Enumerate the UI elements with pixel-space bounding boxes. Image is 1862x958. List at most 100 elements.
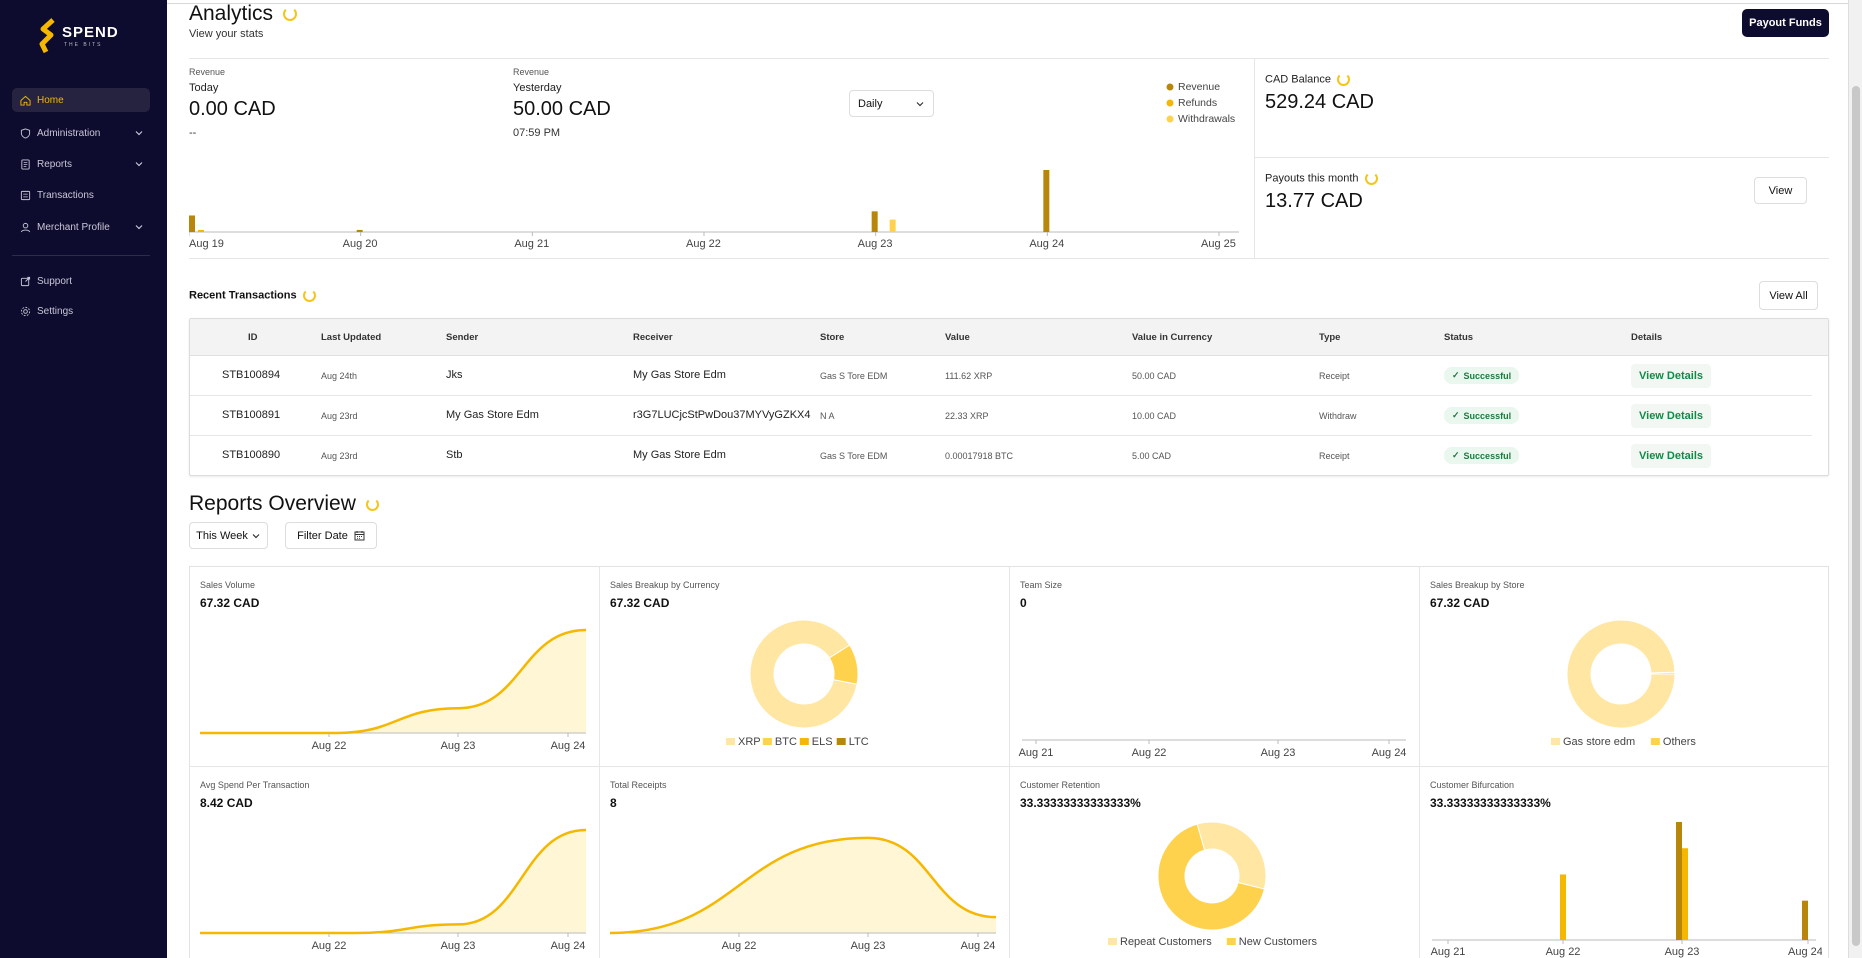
payouts-label: Payouts this month xyxy=(1265,172,1378,185)
divider xyxy=(1009,566,1010,958)
payout-funds-button[interactable]: Payout Funds xyxy=(1742,9,1829,37)
filter-date-label: Filter Date xyxy=(297,529,348,542)
shield-icon xyxy=(20,127,31,139)
legend-label: Revenue xyxy=(1178,81,1221,93)
legend-dot xyxy=(1166,83,1174,91)
card-value: 33.33333333333333% xyxy=(1430,796,1551,810)
loading-spinner-icon xyxy=(1364,172,1378,185)
x-tick-label: Aug 24 xyxy=(1372,747,1407,759)
card-value: 8 xyxy=(610,796,617,810)
bar-repeat-customers xyxy=(1676,822,1682,940)
slice-others xyxy=(1650,671,1676,675)
table-row: STB100891 Aug 23rd My Gas Store Edm r3G7… xyxy=(190,396,1812,436)
column-header: Store xyxy=(820,332,845,343)
brand-word: SPEND xyxy=(62,24,119,41)
legend-swatch xyxy=(726,738,735,745)
sales-store-donut: Gas store edm Others xyxy=(1551,619,1696,748)
column-header: Value in Currency xyxy=(1132,332,1213,343)
legend-swatch xyxy=(1226,938,1236,945)
slice-repeat-customers xyxy=(1196,821,1267,890)
loading-spinner-icon xyxy=(302,289,316,302)
legend-refunds: Refunds xyxy=(1166,97,1217,109)
revenue-today-value: 0.00 CAD xyxy=(189,98,276,120)
sales-volume-chart: Aug 22 Aug 23 Aug 24 xyxy=(200,628,587,752)
status-text: Successful xyxy=(1463,370,1512,381)
divider xyxy=(599,566,600,958)
view-all-button[interactable]: View All xyxy=(1759,281,1818,310)
x-tick-label: Aug 21 xyxy=(514,238,549,250)
bar-new-customers xyxy=(1560,874,1566,940)
recent-transactions-title: Recent Transactions xyxy=(189,289,316,302)
x-tick-label: Aug 21 xyxy=(1431,946,1466,958)
sidebar-item-home[interactable]: Home xyxy=(12,88,150,112)
filter-date-button[interactable]: Filter Date xyxy=(285,522,377,549)
divider xyxy=(1419,566,1420,958)
legend-label: LTC xyxy=(849,736,869,748)
scrollbar-thumb[interactable] xyxy=(1852,86,1860,946)
column-header: Receiver xyxy=(633,332,673,343)
cell-sender: Jks xyxy=(446,369,463,381)
card-title: Customer Bifurcation xyxy=(1430,780,1515,790)
card-title: Avg Spend Per Transaction xyxy=(200,780,310,790)
sidebar-item-merchant-profile[interactable]: Merchant Profile xyxy=(12,215,150,239)
revenue-yesterday-period: Yesterday xyxy=(513,82,562,94)
legend-swatch xyxy=(1650,738,1660,745)
cell-updated: Aug 23rd xyxy=(321,411,358,421)
sidebar-item-settings[interactable]: Settings xyxy=(12,299,150,323)
column-header: Value xyxy=(945,332,970,343)
page-scrollbar[interactable] xyxy=(1848,0,1862,958)
cell-receiver: My Gas Store Edm xyxy=(633,369,726,381)
brand-logo[interactable]: SPEND THE BITS xyxy=(38,18,138,54)
chevron-down-icon xyxy=(135,225,143,230)
view-details-button[interactable]: View Details xyxy=(1631,404,1711,428)
column-header: Sender xyxy=(446,332,479,343)
legend-label: BTC xyxy=(775,736,797,748)
sidebar-item-support[interactable]: Support xyxy=(12,269,150,293)
payouts-view-button[interactable]: View xyxy=(1754,177,1807,204)
revenue-today-period: Today xyxy=(189,82,219,94)
chevron-down-icon xyxy=(252,533,260,538)
cell-value: 22.33 XRP xyxy=(945,411,989,421)
check-icon: ✓ xyxy=(1452,410,1460,420)
column-header: Status xyxy=(1444,332,1474,343)
card-value: 67.32 CAD xyxy=(200,596,260,610)
legend-label: Refunds xyxy=(1178,97,1218,109)
cell-type: Receipt xyxy=(1319,451,1350,461)
week-select[interactable]: This Week xyxy=(189,522,268,549)
view-details-button[interactable]: View Details xyxy=(1631,364,1711,388)
bar-new-customers xyxy=(1682,848,1688,940)
card-value: 67.32 CAD xyxy=(1430,596,1490,610)
cell-id: STB100890 xyxy=(222,449,281,461)
cell-id: STB100891 xyxy=(222,409,281,421)
cell-store: Gas S Tore EDM xyxy=(820,451,888,461)
bar-withdrawals xyxy=(889,219,896,232)
card-title: Team Size xyxy=(1020,580,1063,590)
top-border xyxy=(167,0,1862,4)
x-tick-label: Aug 24 xyxy=(551,940,586,952)
legend-swatch xyxy=(1108,938,1117,945)
range-select[interactable]: Daily xyxy=(849,90,934,117)
x-tick-label: Aug 24 xyxy=(551,740,586,752)
cad-balance-label-text: CAD Balance xyxy=(1265,73,1332,86)
card-value: 33.33333333333333% xyxy=(1020,796,1141,810)
range-select-value: Daily xyxy=(858,97,883,110)
sidebar-item-transactions[interactable]: Transactions xyxy=(12,183,150,207)
view-details-button[interactable]: View Details xyxy=(1631,444,1711,468)
reports-title-text: Reports Overview xyxy=(189,492,356,515)
cad-balance-value: 529.24 CAD xyxy=(1265,91,1374,113)
gear-icon xyxy=(20,306,31,316)
sidebar-item-reports[interactable]: Reports xyxy=(12,152,150,176)
area-fill xyxy=(200,630,586,733)
sidebar-item-administration[interactable]: Administration xyxy=(12,121,150,145)
divider xyxy=(189,766,1829,767)
chevron-down-icon xyxy=(135,131,143,136)
chevron-down-icon xyxy=(916,101,924,106)
x-tick-label: Aug 22 xyxy=(1546,946,1581,958)
card-title: Sales Breakup by Store xyxy=(1430,580,1525,590)
total-receipts-chart: Aug 22 Aug 23 Aug 24 xyxy=(609,836,997,952)
cell-store: Gas S Tore EDM xyxy=(820,371,888,381)
user-icon xyxy=(20,222,31,232)
home-icon xyxy=(20,95,31,106)
legend-swatch xyxy=(762,738,772,745)
column-header: Type xyxy=(1319,332,1341,343)
